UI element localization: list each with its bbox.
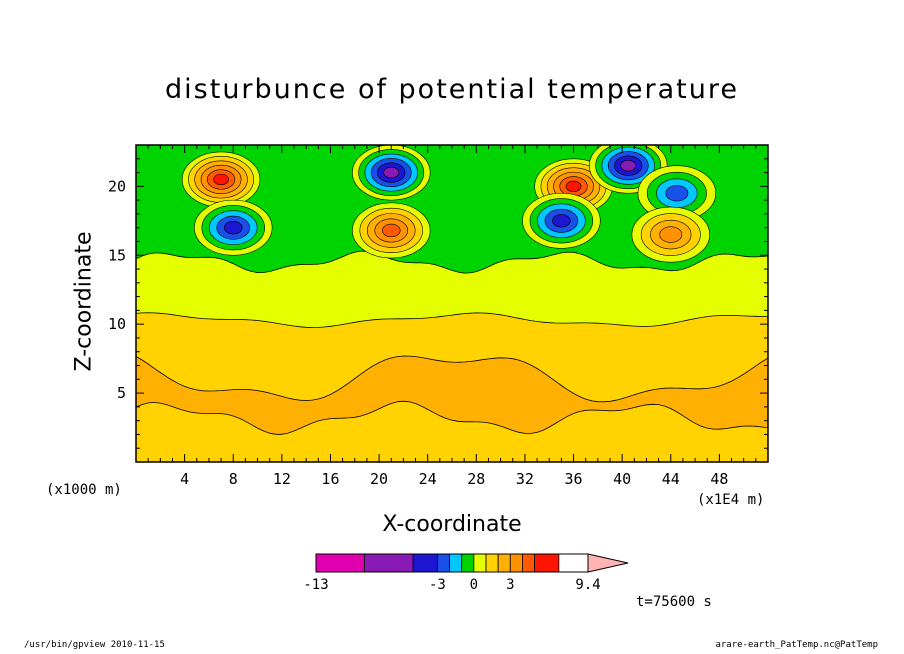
cell-2-level-4 [223, 221, 243, 235]
colorbar-arrow [587, 553, 629, 573]
colorbar-tick-label: 3 [506, 577, 514, 593]
colorbar-tick-label: 9.4 [575, 577, 600, 593]
cell-1-level-5 [383, 166, 400, 179]
colorbar: -13 -3 0 3 9.4 [303, 553, 629, 593]
cell-8-level-3 [659, 226, 683, 243]
colorbar-tick-label: 0 [470, 577, 478, 593]
y-axis-label: Z-coordinate [71, 231, 97, 372]
y-tick-label: 20 [108, 177, 126, 195]
colorbar-tick-label: -13 [303, 577, 328, 593]
colorbar-segment [473, 553, 487, 573]
colorbar-segment [449, 553, 463, 573]
y-tick-label: 10 [108, 315, 126, 333]
x-tick-label: 8 [229, 470, 238, 488]
cell-3-level-4 [381, 223, 401, 238]
cell-5-level-4 [552, 214, 571, 228]
colorbar-segment [509, 553, 523, 573]
x-tick-label: 48 [710, 470, 728, 488]
x-tick-label: 12 [273, 470, 291, 488]
colorbar-segment [364, 553, 414, 573]
colorbar-segment [315, 553, 365, 573]
cell-6-level-5 [620, 160, 637, 172]
x-axis-label: X-coordinate [382, 512, 522, 537]
cell-7-level-3 [665, 185, 689, 202]
colorbar-segment [412, 553, 438, 573]
y-unit-label: (x1000 m) [46, 482, 122, 498]
colorbar-segment [534, 553, 560, 573]
x-tick-label: 24 [419, 470, 437, 488]
colorbar-segment [497, 553, 511, 573]
colorbar-segment [485, 553, 499, 573]
x-tick-label: 4 [180, 470, 189, 488]
band-base [136, 400, 768, 462]
colorbar-segment [461, 553, 475, 573]
x-tick-label: 36 [565, 470, 583, 488]
colorbar-segment [522, 553, 535, 573]
time-label: t=75600 s [636, 594, 712, 610]
x-tick-label: 20 [370, 470, 388, 488]
colorbar-tick-label: -3 [429, 577, 446, 593]
cell-4-level-5 [565, 180, 582, 192]
x-tick-label: 16 [321, 470, 339, 488]
x-tick-label: 32 [516, 470, 534, 488]
x-tick-label: 44 [662, 470, 680, 488]
x-tick-label: 40 [613, 470, 631, 488]
contour-field [136, 145, 768, 462]
footer-left: /usr/bin/gpview 2010-11-15 [24, 640, 165, 650]
x-unit-label: (x1E4 m) [697, 492, 765, 508]
y-tick-label: 15 [108, 246, 126, 264]
x-tick-label: 28 [467, 470, 485, 488]
y-tick-label: 5 [117, 384, 126, 402]
footer-right: arare-earth_PatTemp.nc@PatTemp [715, 640, 878, 650]
cell-0-level-5 [213, 173, 229, 186]
chart-title: disturbunce of potential temperature [165, 74, 739, 105]
colorbar-segment [437, 553, 450, 573]
